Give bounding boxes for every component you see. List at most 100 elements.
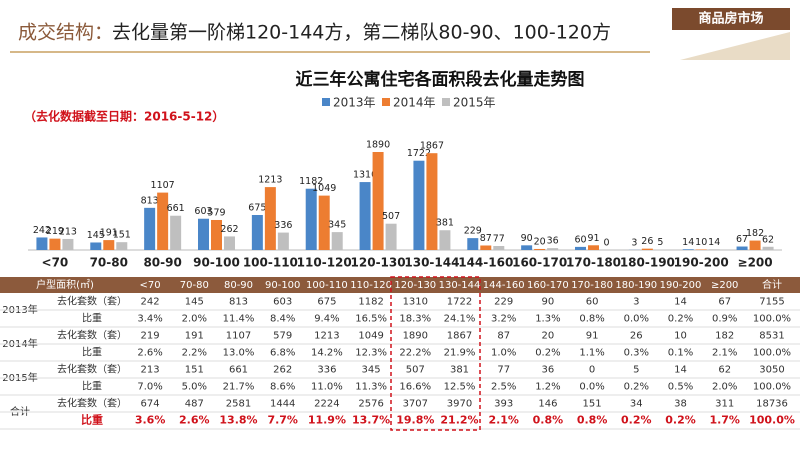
table-row-label: 比重 — [82, 312, 102, 325]
bar — [385, 223, 397, 250]
table-header-cell: 190-200 — [660, 280, 702, 291]
bar — [749, 240, 761, 250]
table-cell: 14.2% — [311, 348, 343, 359]
chart-note: （去化数据截至日期：2016-5-12） — [24, 109, 224, 124]
table-cell: 14 — [674, 365, 687, 376]
table-cell: 13.8% — [219, 414, 257, 427]
bar — [90, 242, 102, 250]
table-cell: 16.6% — [399, 382, 431, 393]
table-cell: 21.7% — [223, 382, 255, 393]
data-label: 262 — [220, 224, 238, 235]
data-label: 14 — [708, 237, 720, 248]
bar — [695, 249, 707, 250]
table-cell: 1213 — [314, 331, 339, 342]
bar — [413, 160, 425, 250]
table-cell: 2.6% — [137, 348, 162, 359]
table-cell: 21.9% — [444, 348, 476, 359]
data-label: 507 — [382, 211, 400, 222]
table-cell: 1.0% — [491, 348, 516, 359]
bar — [116, 242, 128, 250]
bar — [264, 187, 276, 250]
table-row-label: 比重 — [82, 346, 102, 359]
table-cell: 0.1% — [668, 348, 693, 359]
data-label: 3 — [631, 237, 637, 248]
table-cell: 675 — [317, 297, 336, 308]
x-tick-label: 70-80 — [90, 256, 128, 270]
data-label: 36 — [547, 236, 559, 247]
table-cell: 0.2% — [668, 314, 693, 325]
table-cell: 8.4% — [270, 314, 295, 325]
table-cell: 62 — [718, 365, 731, 376]
data-label: 675 — [248, 203, 266, 214]
table-cell: 11.3% — [355, 382, 387, 393]
table-cell: 2.5% — [491, 382, 516, 393]
table-row-label: 去化套数（套） — [57, 363, 127, 376]
table-cell: 191 — [185, 331, 204, 342]
data-label: 381 — [436, 218, 454, 229]
x-tick-label: 80-90 — [143, 256, 181, 270]
bar — [480, 245, 492, 250]
table-row-label: 去化套数（套） — [57, 295, 127, 308]
table-header-cell: 160-170 — [527, 280, 569, 291]
table-cell: 2576 — [358, 399, 383, 410]
data-label: 1107 — [151, 180, 175, 191]
bar — [521, 245, 533, 250]
table-cell: 0.2% — [621, 414, 652, 427]
data-label: 661 — [167, 203, 185, 214]
bar — [736, 246, 748, 250]
table-cell: 674 — [141, 399, 160, 410]
table-cell: 0.2% — [535, 348, 560, 359]
table-cell: 18736 — [756, 399, 788, 410]
data-label: 67 — [736, 234, 748, 245]
x-tick-label: 170-180 — [566, 256, 621, 270]
table-cell: 0.0% — [579, 382, 604, 393]
table-cell: 13.0% — [223, 348, 255, 359]
table-header-cell: 户型面积(㎡) — [36, 278, 94, 291]
table-cell: 100.0% — [753, 348, 791, 359]
table-cell: 6.8% — [270, 348, 295, 359]
data-label: 90 — [521, 233, 533, 244]
data-label: 336 — [274, 220, 292, 231]
table-cell: 1.1% — [579, 348, 604, 359]
bar — [331, 232, 343, 250]
table-cell: 12.3% — [355, 348, 387, 359]
table-header-bg — [0, 277, 800, 293]
table-cell: 0.2% — [624, 382, 649, 393]
table-cell: 3 — [633, 297, 639, 308]
data-label: 213 — [59, 226, 77, 237]
badge: 商品房市场 — [698, 11, 763, 27]
data-label: 145 — [87, 230, 105, 241]
table-row-label: 比重 — [82, 380, 102, 393]
data-label: 10 — [695, 237, 707, 248]
legend-swatch — [382, 98, 390, 106]
bar — [251, 215, 263, 250]
title-text: 去化量第一阶梯120-144方，第二梯队80-90、100-120方 — [112, 22, 611, 44]
table-cell: 2.0% — [182, 314, 207, 325]
data-label: 229 — [464, 226, 482, 237]
x-tick-label: 190-200 — [674, 256, 729, 270]
data-label: 60 — [574, 234, 586, 245]
table-cell: 3707 — [403, 399, 428, 410]
table-cell: 813 — [229, 297, 248, 308]
table-cell: 229 — [494, 297, 513, 308]
table-cell: 9.4% — [314, 314, 339, 325]
bar — [198, 218, 209, 250]
table-row-label: 去化套数（套） — [57, 397, 127, 410]
table-cell: 38 — [674, 399, 687, 410]
data-label: 345 — [328, 220, 346, 231]
bar — [493, 246, 505, 250]
table-cell: 3.2% — [491, 314, 516, 325]
bar — [682, 249, 694, 250]
table-cell: 0.2% — [665, 414, 696, 427]
table-cell: 7155 — [759, 297, 784, 308]
data-label: 219 — [46, 226, 64, 237]
table-cell: 242 — [141, 297, 160, 308]
bar — [144, 207, 156, 250]
data-label: 151 — [113, 230, 131, 241]
table-cell: 5.0% — [182, 382, 207, 393]
table-header-cell: 70-80 — [180, 280, 209, 291]
table-cell: 100.0% — [753, 314, 791, 325]
table-header-cell: 80-90 — [224, 280, 253, 291]
table-cell: 393 — [494, 399, 513, 410]
